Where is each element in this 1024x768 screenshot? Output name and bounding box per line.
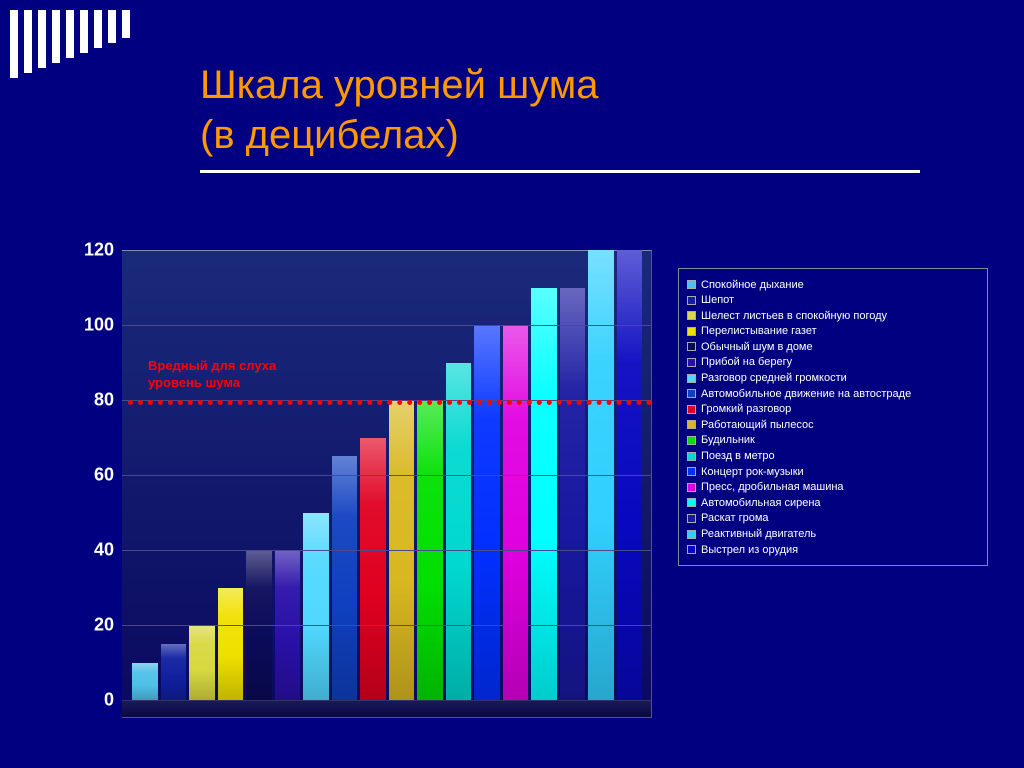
legend-label: Спокойное дыхание (701, 279, 804, 291)
threshold-line (128, 400, 652, 405)
bar-1 (161, 644, 187, 700)
chart-area: Вредный для слуха уровень шума 0 20 40 60 80… (70, 250, 665, 730)
legend-item: Автомобильная сирена (687, 497, 979, 509)
y-axis-label: 60 (74, 465, 114, 486)
bar-11 (446, 363, 472, 701)
legend-label: Раскат грома (701, 512, 769, 524)
legend-item: Выстрел из орудия (687, 544, 979, 556)
legend-swatch (687, 374, 696, 383)
legend-label: Будильник (701, 434, 755, 446)
bar-6 (303, 513, 329, 701)
legend-label: Автомобильная сирена (701, 497, 821, 509)
legend-swatch (687, 467, 696, 476)
legend-item: Разговор средней громкости (687, 372, 979, 384)
y-axis-label: 120 (74, 240, 114, 261)
legend: Спокойное дыхание Шепот Шелест листьев в с… (678, 268, 988, 566)
threshold-label-line-1: Вредный для слуха (148, 358, 276, 375)
title-block: Шкала уровней шума (в децибелах) (200, 60, 920, 173)
legend-label: Работающий пылесос (701, 419, 814, 431)
bar-15 (560, 288, 586, 701)
gridline (122, 325, 652, 326)
legend-swatch (687, 311, 696, 320)
legend-swatch (687, 420, 696, 429)
legend-swatch (687, 545, 696, 554)
legend-item: Концерт рок-музыки (687, 466, 979, 478)
decoration-bar (66, 10, 74, 58)
legend-label: Пресс, дробильная машина (701, 481, 844, 493)
legend-item: Работающий пылесос (687, 419, 979, 431)
legend-label: Выстрел из орудия (701, 544, 798, 556)
title-line-2: (в децибелах) (200, 110, 920, 160)
y-axis-label: 80 (74, 390, 114, 411)
legend-swatch (687, 342, 696, 351)
gridline (122, 625, 652, 626)
legend-label: Концерт рок-музыки (701, 466, 804, 478)
bar-2 (189, 625, 215, 700)
threshold-label: Вредный для слуха уровень шума (148, 358, 276, 392)
legend-label: Прибой на берегу (701, 356, 792, 368)
bar-12 (474, 325, 500, 700)
gridline (122, 475, 652, 476)
legend-swatch (687, 530, 696, 539)
legend-label: Реактивный двигатель (701, 528, 816, 540)
legend-item: Громкий разговор (687, 403, 979, 415)
bar-14 (531, 288, 557, 701)
decoration-bar (24, 10, 32, 73)
decoration-bar (94, 10, 102, 48)
decoration-bar (108, 10, 116, 43)
legend-label: Громкий разговор (701, 403, 791, 415)
legend-swatch (687, 514, 696, 523)
decoration-bar (10, 10, 18, 78)
bar-7 (332, 456, 358, 700)
legend-item: Шелест листьев в спокойную погоду (687, 310, 979, 322)
bar-3 (218, 588, 244, 701)
legend-item: Пресс, дробильная машина (687, 481, 979, 493)
y-axis-label: 0 (74, 690, 114, 711)
legend-item: Автомобильное движение на автостраде (687, 388, 979, 400)
legend-item: Шепот (687, 294, 979, 306)
legend-swatch (687, 498, 696, 507)
legend-item: Перелистывание газет (687, 325, 979, 337)
legend-item: Прибой на берегу (687, 356, 979, 368)
legend-swatch (687, 389, 696, 398)
plot-floor (122, 700, 652, 718)
decoration-bar (80, 10, 88, 53)
legend-swatch (687, 452, 696, 461)
legend-label: Обычный шум в доме (701, 341, 813, 353)
legend-swatch (687, 280, 696, 289)
bar-0 (132, 663, 158, 701)
bar-13 (503, 325, 529, 700)
legend-item: Раскат грома (687, 512, 979, 524)
legend-item: Поезд в метро (687, 450, 979, 462)
legend-label: Перелистывание газет (701, 325, 817, 337)
decoration-bar (52, 10, 60, 63)
legend-swatch (687, 436, 696, 445)
legend-item: Будильник (687, 434, 979, 446)
legend-label: Разговор средней громкости (701, 372, 847, 384)
legend-item: Реактивный двигатель (687, 528, 979, 540)
y-axis-label: 40 (74, 540, 114, 561)
legend-item: Спокойное дыхание (687, 279, 979, 291)
legend-item: Обычный шум в доме (687, 341, 979, 353)
decoration-bar (122, 10, 130, 38)
legend-label: Шелест листьев в спокойную погоду (701, 310, 887, 322)
y-axis-label: 100 (74, 315, 114, 336)
title-line-1: Шкала уровней шума (200, 60, 920, 110)
legend-swatch (687, 405, 696, 414)
threshold-label-line-2: уровень шума (148, 375, 276, 392)
legend-swatch (687, 358, 696, 367)
legend-label: Поезд в метро (701, 450, 775, 462)
legend-label: Автомобильное движение на автостраде (701, 388, 911, 400)
decoration-bar (38, 10, 46, 68)
corner-decoration (10, 10, 130, 78)
legend-swatch (687, 483, 696, 492)
legend-label: Шепот (701, 294, 734, 306)
legend-swatch (687, 296, 696, 305)
gridline (122, 550, 652, 551)
bar-8 (360, 438, 386, 701)
y-axis-label: 20 (74, 615, 114, 636)
legend-swatch (687, 327, 696, 336)
